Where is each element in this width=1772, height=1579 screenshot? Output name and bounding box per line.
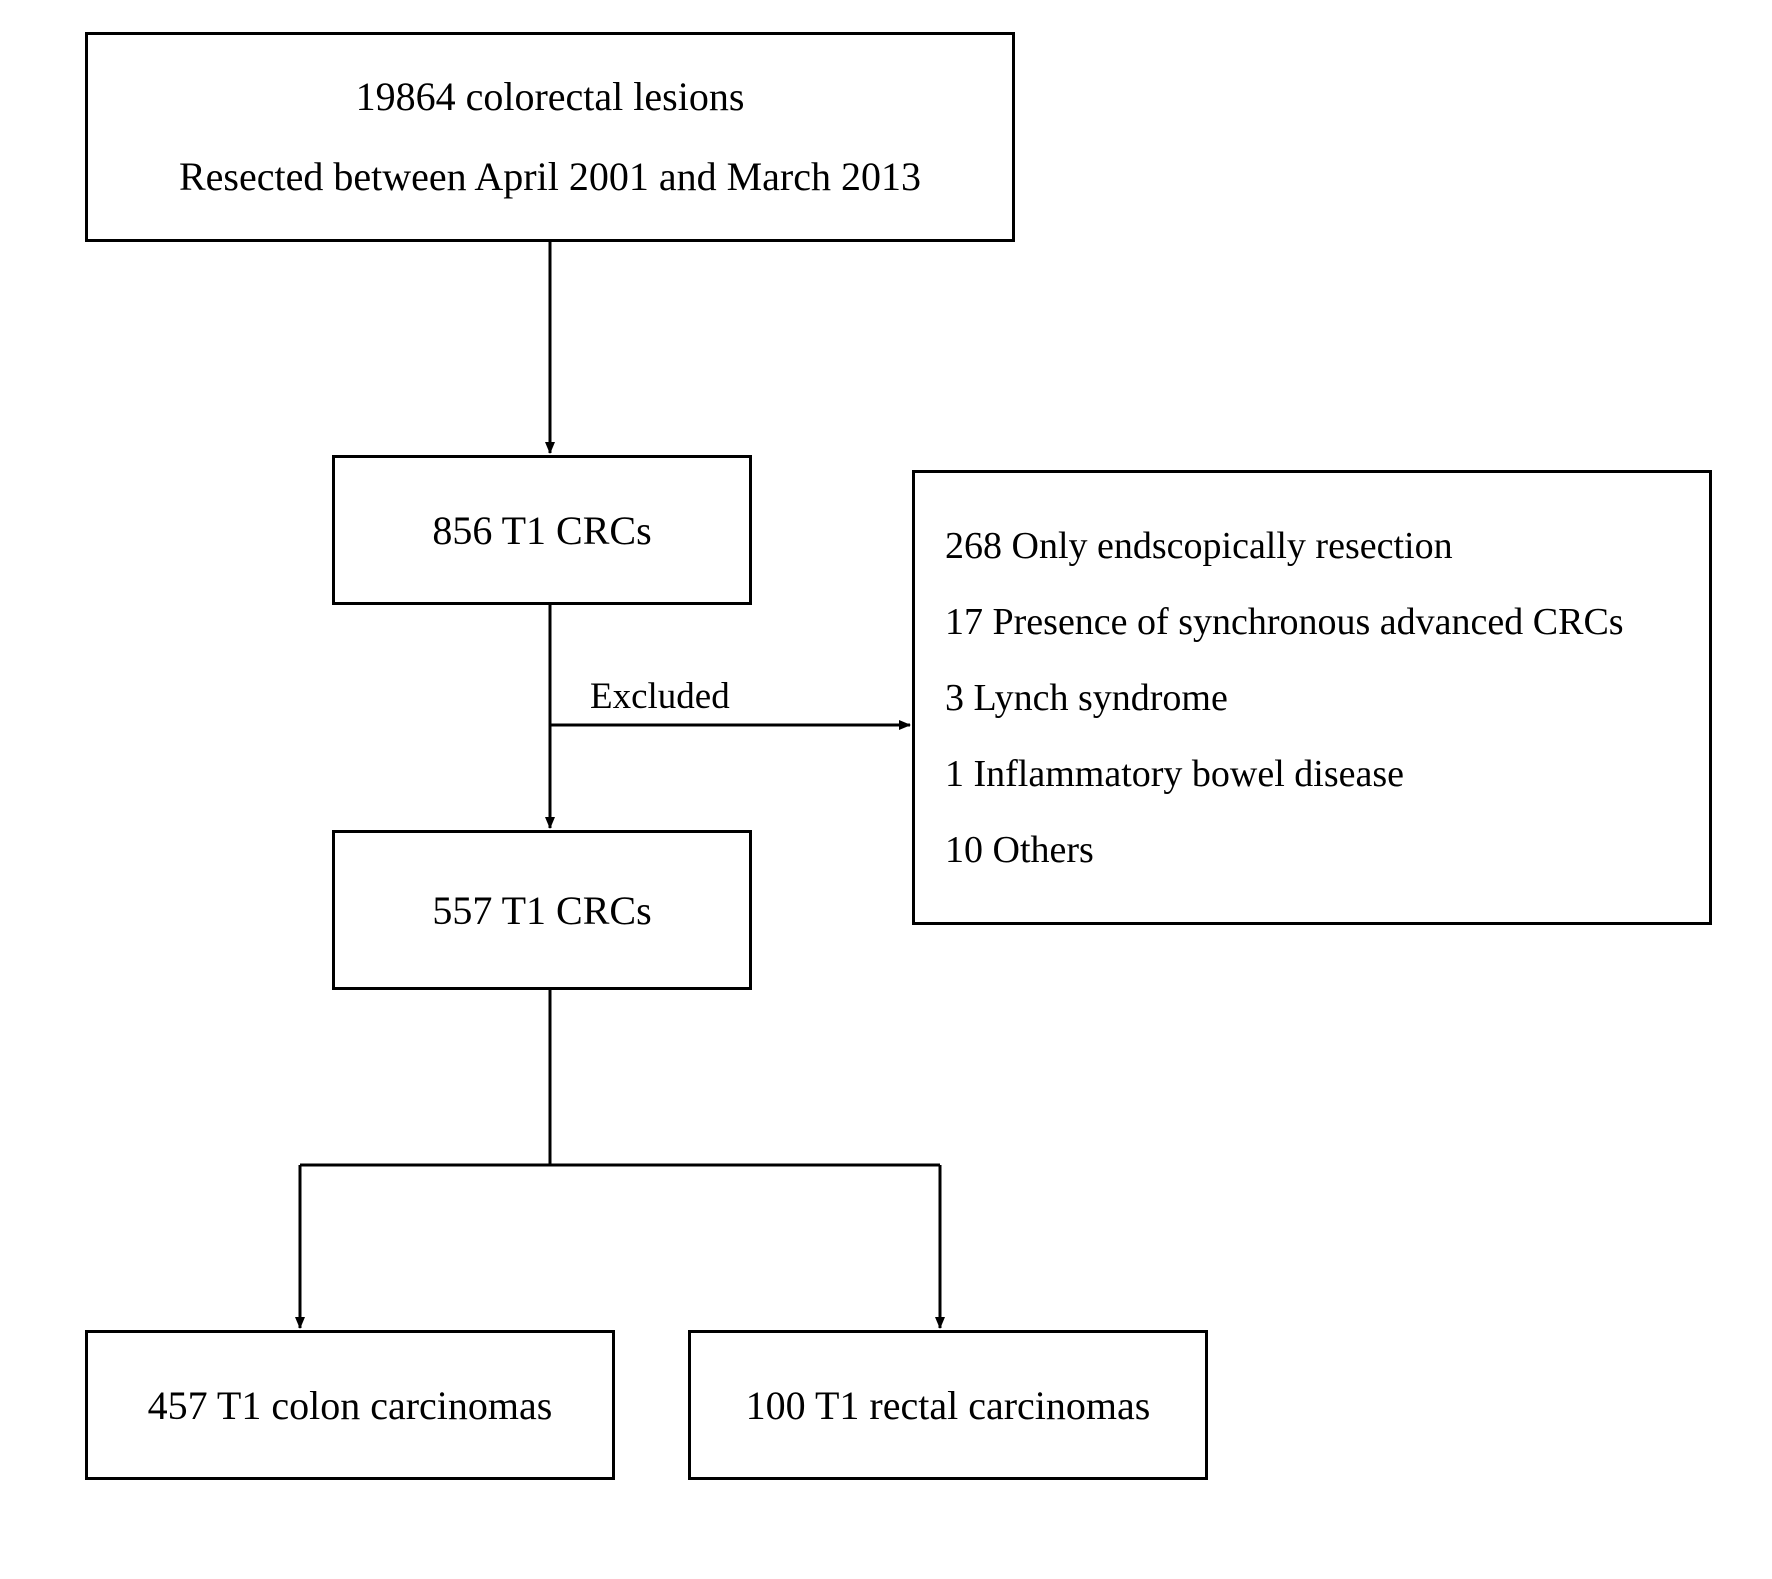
node-top-line-1: Resected between April 2001 and March 20… xyxy=(179,137,921,217)
excluded-label: Excluded xyxy=(590,675,730,718)
node-t1-557-line-0: 557 T1 CRCs xyxy=(432,887,651,934)
node-t1-856-line-0: 856 T1 CRCs xyxy=(432,507,651,554)
node-rectal-line-0: 100 T1 rectal carcinomas xyxy=(746,1382,1151,1429)
node-t1-856: 856 T1 CRCs xyxy=(332,455,752,605)
node-colon: 457 T1 colon carcinomas xyxy=(85,1330,615,1480)
node-rectal: 100 T1 rectal carcinomas xyxy=(688,1330,1208,1480)
node-exclusions-line-2: 3 Lynch syndrome xyxy=(945,660,1228,736)
node-exclusions-line-1: 17 Presence of synchronous advanced CRCs xyxy=(945,584,1624,660)
flowchart-canvas: 19864 colorectal lesions Resected betwee… xyxy=(0,0,1772,1579)
node-t1-557: 557 T1 CRCs xyxy=(332,830,752,990)
node-colon-line-0: 457 T1 colon carcinomas xyxy=(148,1382,553,1429)
node-top: 19864 colorectal lesions Resected betwee… xyxy=(85,32,1015,242)
node-exclusions: 268 Only endscopically resection 17 Pres… xyxy=(912,470,1712,925)
node-exclusions-line-4: 10 Others xyxy=(945,812,1094,888)
excluded-label-text: Excluded xyxy=(590,676,730,717)
node-exclusions-line-0: 268 Only endscopically resection xyxy=(945,508,1453,584)
node-exclusions-line-3: 1 Inflammatory bowel disease xyxy=(945,736,1404,812)
node-top-line-0: 19864 colorectal lesions xyxy=(356,57,745,137)
